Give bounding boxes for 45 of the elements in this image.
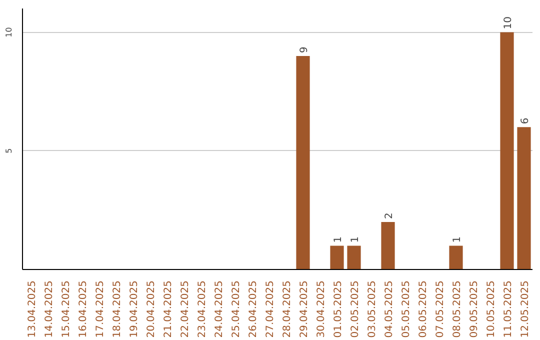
data-label: 2 [384, 212, 395, 220]
x-tick-label: 23.04.2025 [197, 280, 208, 338]
bar [330, 246, 344, 270]
bar [500, 32, 514, 270]
x-tick-label: 09.05.2025 [469, 280, 480, 338]
x-tick-label: 20.04.2025 [146, 280, 157, 338]
data-label: 1 [333, 236, 344, 243]
x-tick-label: 03.05.2025 [367, 280, 378, 338]
x-tick-label: 10.05.2025 [486, 280, 497, 338]
bar [347, 246, 361, 270]
bar [517, 127, 531, 270]
x-tick-label: 30.04.2025 [316, 280, 327, 338]
data-label: 9 [299, 46, 310, 53]
x-tick-label: 18.04.2025 [112, 280, 123, 338]
x-tick-label: 16.04.2025 [78, 280, 89, 338]
x-tick-label: 22.04.2025 [180, 280, 191, 338]
data-label: 1 [350, 236, 361, 243]
x-tick-label: 28.04.2025 [282, 280, 293, 338]
x-tick-label: 25.04.2025 [231, 280, 242, 338]
x-tick-label: 05.05.2025 [401, 280, 412, 338]
bar [381, 222, 395, 270]
x-tick-label: 26.04.2025 [248, 280, 259, 338]
x-tick-label: 12.05.2025 [520, 280, 531, 338]
x-tick-label: 24.04.2025 [214, 280, 225, 338]
y-tick-label: 5 [4, 148, 14, 154]
bar [449, 246, 463, 270]
x-tick-label: 21.04.2025 [163, 280, 174, 338]
data-label: 1 [452, 236, 463, 243]
x-tick-label: 07.05.2025 [435, 280, 446, 338]
x-tick-label: 14.04.2025 [44, 280, 55, 338]
x-tick-label: 06.05.2025 [418, 280, 429, 338]
x-tick-label: 11.05.2025 [503, 280, 514, 338]
x-tick-label: 27.04.2025 [265, 280, 276, 338]
data-label: 6 [520, 118, 531, 124]
data-label: 10 [503, 16, 514, 30]
x-tick-label: 29.04.2025 [299, 280, 310, 338]
x-tick-label: 17.04.2025 [95, 280, 106, 338]
bar [296, 56, 310, 270]
x-tick-label: 02.05.2025 [350, 280, 361, 338]
x-tick-label: 13.04.2025 [27, 280, 38, 338]
x-tick-label: 08.05.2025 [452, 280, 463, 338]
x-tick-label: 15.04.2025 [61, 280, 72, 338]
x-tick-label: 01.05.2025 [333, 280, 344, 338]
x-tick-label: 04.05.2025 [384, 280, 395, 338]
x-tick-label: 19.04.2025 [129, 280, 140, 338]
